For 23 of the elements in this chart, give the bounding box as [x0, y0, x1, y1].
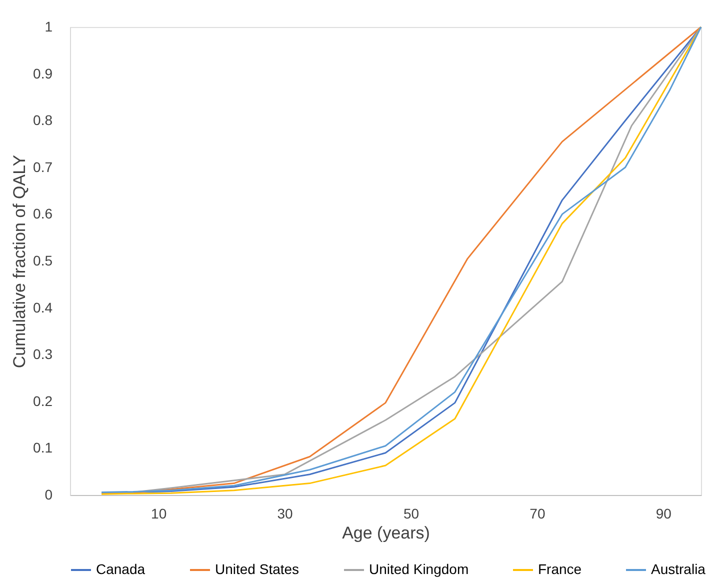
y-tick-label: 0.6 [33, 206, 53, 222]
y-tick-label: 0.5 [33, 252, 53, 268]
legend-label: United States [215, 561, 300, 577]
y-tick-label: 1 [44, 18, 53, 34]
y-tick-label: 0.1 [33, 440, 53, 456]
y-tick-label: 0.8 [33, 112, 53, 128]
x-tick-label: 30 [277, 506, 294, 522]
y-tick-label: 0.4 [33, 299, 53, 316]
legend-label: France [538, 561, 582, 577]
legend-label: Australia [651, 561, 706, 577]
legend-label: Canada [96, 561, 146, 577]
x-tick-label: 90 [656, 506, 672, 522]
y-tick-label: 0 [44, 486, 53, 502]
y-tick-label: 0.9 [33, 65, 53, 82]
y-tick-label: 0.7 [33, 158, 53, 175]
x-axis-title: Age (years) [342, 524, 430, 542]
x-tick-label: 70 [530, 506, 546, 522]
y-axis-title: Cumulative fraction of QALY [10, 154, 30, 368]
legend-label: United Kingdom [369, 561, 469, 577]
x-tick-label: 10 [151, 506, 167, 522]
x-tick-label: 50 [403, 506, 420, 522]
y-tick-label: 0.3 [33, 346, 53, 362]
y-tick-label: 0.2 [33, 392, 53, 409]
